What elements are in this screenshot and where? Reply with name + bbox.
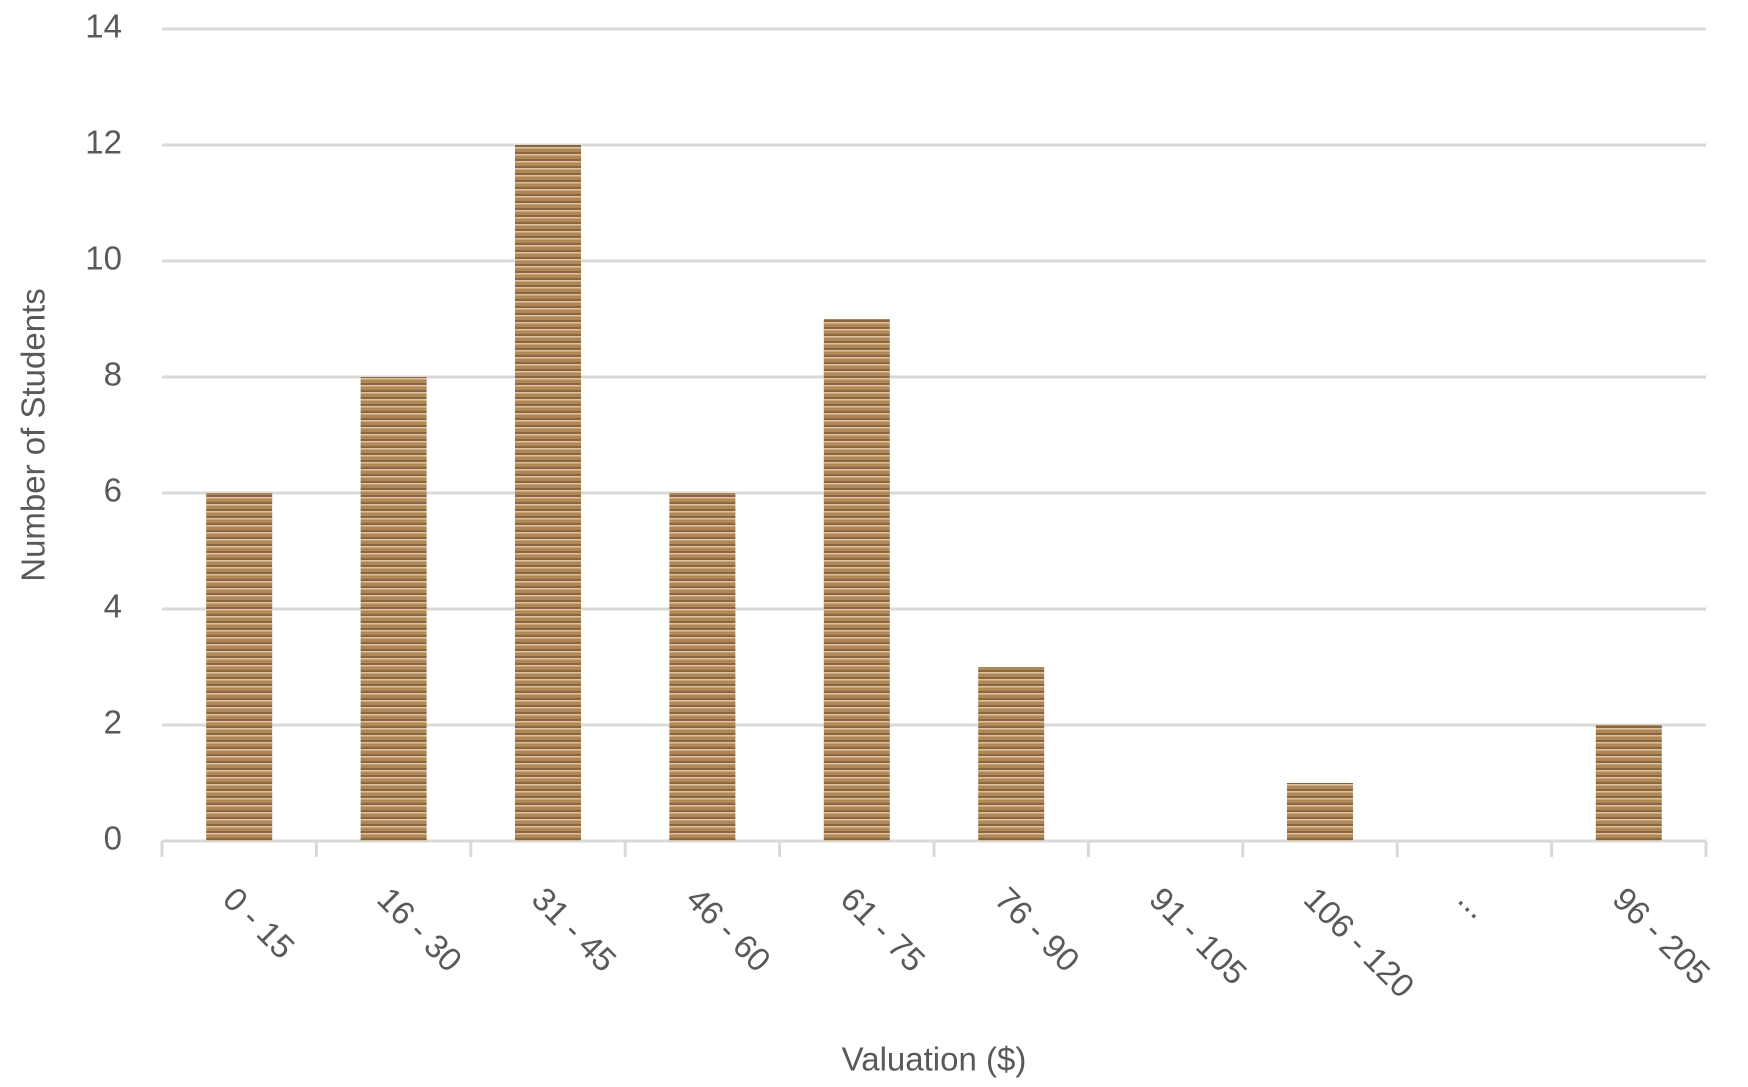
x-tick-label: 76 - 90 [988,880,1087,979]
y-tick-label: 10 [85,240,122,277]
bar [515,145,581,841]
x-tick-label: 106 - 120 [1297,880,1422,1005]
bar [823,319,890,841]
y-tick-label: 2 [104,704,122,741]
y-tick-label: 8 [104,356,122,393]
x-tick-label: 16 - 30 [370,880,469,979]
y-tick-label: 12 [85,124,122,161]
y-axis-label: Number of Students [15,288,52,582]
y-tick-label: 6 [104,472,122,509]
x-tick-label: 91 - 105 [1142,880,1254,992]
bar [1287,783,1353,841]
bar [1595,725,1662,841]
x-tick-label: 46 - 60 [679,880,778,979]
x-axis-label: Valuation ($) [842,1041,1027,1078]
x-tick-label: 61 - 75 [834,880,933,979]
y-tick-label: 0 [104,820,122,857]
x-tick-label: 96 - 205 [1606,880,1718,992]
y-tick-label: 14 [85,8,122,45]
bar [669,493,736,841]
x-tick-label: ... [1451,880,1497,926]
x-tick-label: 31 - 45 [525,880,624,979]
bar [360,377,427,841]
bar [206,493,273,841]
x-tick-label: 0 - 15 [216,880,302,966]
bar [978,667,1045,841]
y-tick-label: 4 [104,588,122,625]
